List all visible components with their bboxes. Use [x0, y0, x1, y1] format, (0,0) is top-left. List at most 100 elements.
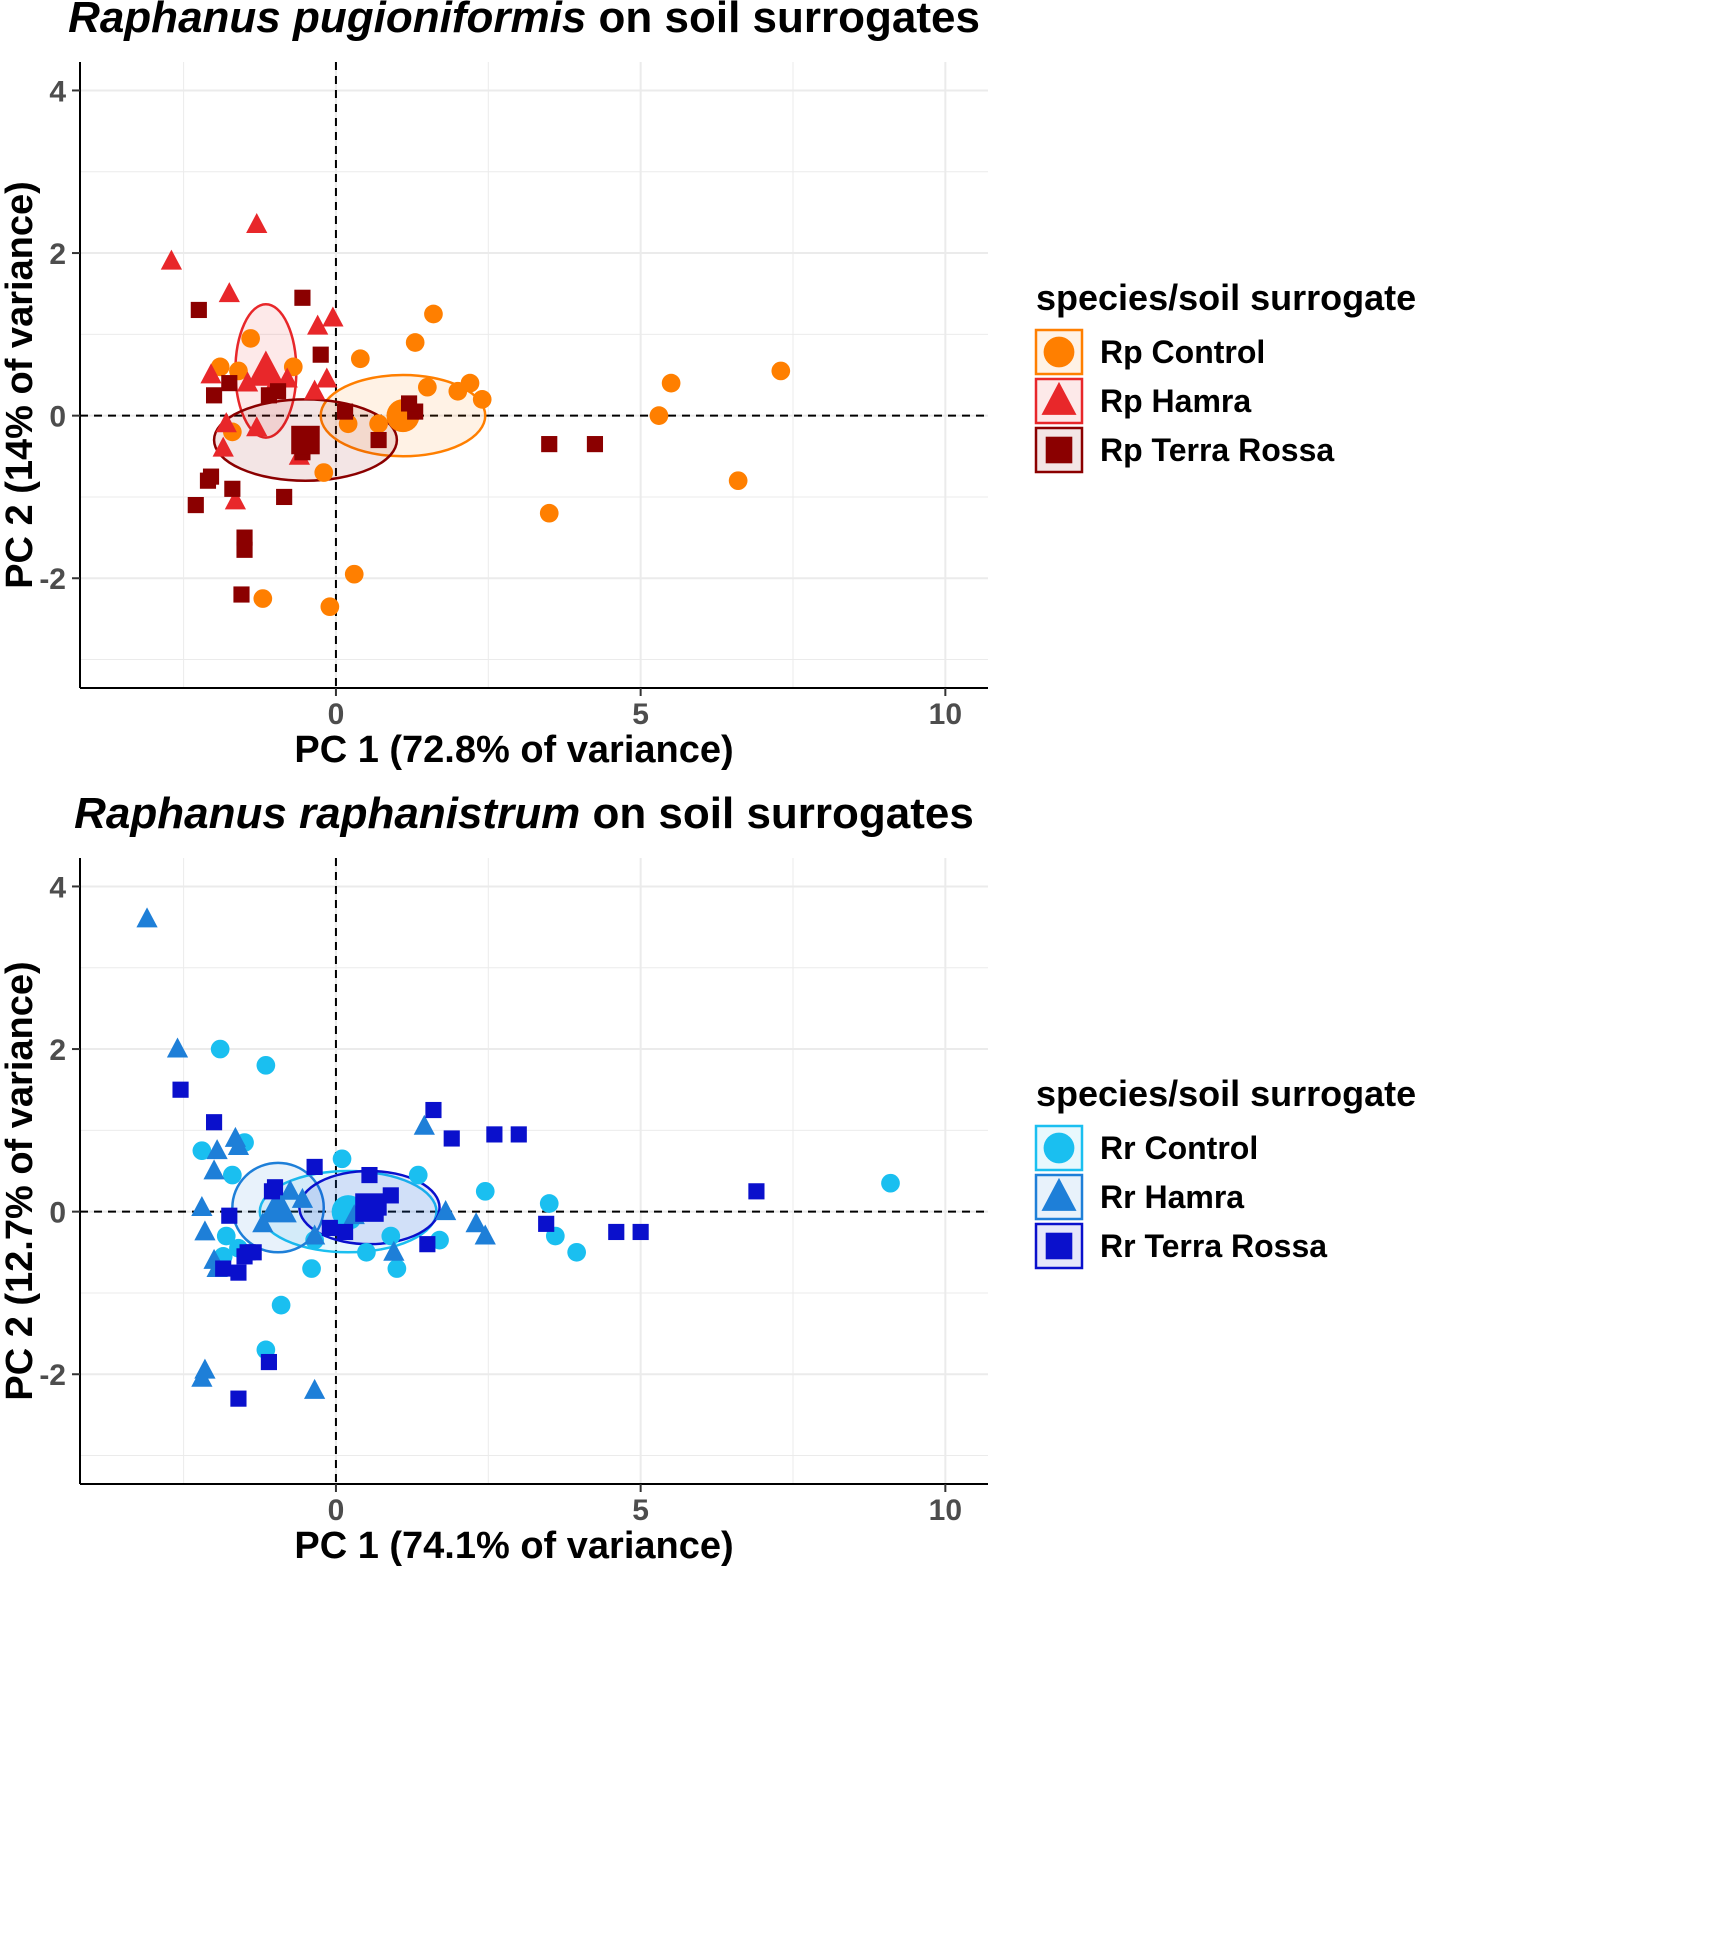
legend-item: Rr Terra Rossa: [1034, 1222, 1327, 1270]
data-point: [216, 1226, 236, 1246]
data-point: [172, 1081, 189, 1098]
data-point: [307, 314, 329, 335]
data-point: [408, 1165, 428, 1185]
legend-item: Rr Hamra: [1034, 1173, 1244, 1221]
y-tick-label: -2: [39, 1359, 66, 1392]
data-point: [241, 329, 260, 348]
data-point: [194, 1220, 216, 1241]
data-point: [210, 1039, 230, 1059]
centroid-point: [355, 1193, 384, 1222]
data-point: [387, 1259, 407, 1278]
legend-item: Rp Hamra: [1034, 377, 1251, 425]
data-point: [303, 1378, 326, 1399]
data-point: [218, 282, 240, 303]
data-point: [221, 375, 238, 392]
data-point: [224, 489, 247, 510]
data-point: [200, 363, 222, 384]
data-point: [236, 371, 259, 392]
data-point: [316, 367, 338, 388]
data-point: [413, 1114, 435, 1135]
data-point: [227, 1135, 250, 1156]
data-point: [221, 1207, 238, 1224]
x-tick-label: 0: [328, 698, 345, 731]
chart-title-italic: Raphanus pugioniformis: [68, 0, 586, 42]
data-point: [748, 1183, 765, 1200]
data-point: [383, 1240, 405, 1261]
data-point: [256, 1055, 276, 1075]
data-point: [233, 586, 250, 603]
legend-item: Rp Terra Rossa: [1034, 426, 1334, 474]
data-point: [357, 1242, 376, 1262]
data-point: [205, 1114, 223, 1131]
data-point: [312, 346, 329, 363]
data-point: [510, 1126, 527, 1143]
data-point: [303, 1224, 326, 1245]
data-point: [448, 381, 468, 401]
data-point: [405, 333, 425, 352]
chart-title-rest: on soil surrogates: [586, 0, 980, 42]
data-point: [253, 589, 273, 608]
x-axis-title: PC 1 (72.8% of variance): [294, 729, 733, 771]
data-point: [881, 1173, 900, 1193]
data-point: [649, 406, 669, 425]
data-point: [294, 289, 311, 306]
data-point: [263, 1183, 281, 1200]
data-point: [222, 1165, 242, 1185]
data-point: [190, 301, 207, 319]
data-point: [320, 597, 340, 617]
y-tick-label: 4: [49, 75, 66, 108]
data-point: [303, 379, 326, 400]
data-point: [230, 1390, 247, 1407]
series-rr-control: [192, 1039, 900, 1360]
data-point: [192, 1141, 212, 1161]
data-point: [424, 304, 443, 324]
data-point: [166, 1037, 189, 1058]
y-tick-label: 0: [49, 401, 66, 434]
x-tick-label: 0: [328, 1494, 345, 1527]
data-point: [475, 1181, 495, 1201]
legend: species/soil surrogate Rp Control Rp Hamra…: [1034, 277, 1416, 474]
data-point: [443, 1130, 460, 1147]
data-point: [291, 1187, 314, 1208]
data-point: [472, 390, 492, 409]
y-tick-label: 4: [49, 871, 66, 904]
legend-label: Rp Terra Rossa: [1100, 432, 1334, 468]
chart-title-italic: Raphanus raphanistrum: [74, 789, 580, 838]
legend-label: Rp Control: [1100, 334, 1265, 370]
x-tick-label: 5: [632, 698, 649, 731]
legend-symbol: [1041, 381, 1077, 415]
y-tick-label: 2: [49, 1034, 66, 1067]
data-point: [236, 529, 253, 546]
chart-title-rest: on soil surrogates: [580, 789, 974, 838]
legend: species/soil surrogate Rr Control Rr Hamra…: [1034, 1073, 1416, 1270]
data-point: [771, 361, 791, 381]
data-point: [210, 357, 230, 377]
y-axis-title: PC 2 (14% of variance): [0, 181, 41, 589]
legend-item: Rp Control: [1034, 328, 1265, 376]
data-point: [541, 436, 558, 453]
data-point: [586, 436, 604, 453]
data-point: [314, 463, 334, 482]
data-point: [337, 403, 354, 420]
data-point: [538, 1215, 555, 1232]
data-point: [230, 1264, 247, 1281]
data-point: [246, 416, 268, 437]
centroid-point: [259, 1187, 297, 1223]
series-rr-hamra: [136, 907, 496, 1399]
series-rp-terra-rossa: [187, 289, 604, 603]
centroid-point: [291, 425, 320, 455]
legend-label: Rr Hamra: [1100, 1179, 1244, 1215]
x-tick-label: 10: [929, 1494, 962, 1527]
data-point: [246, 213, 268, 234]
data-point: [191, 1366, 213, 1387]
data-point: [661, 373, 681, 393]
data-point: [486, 1126, 503, 1143]
data-point: [187, 497, 204, 514]
data-point: [191, 1195, 213, 1216]
data-point: [332, 1149, 352, 1169]
data-point: [350, 349, 370, 369]
data-point: [206, 1139, 228, 1160]
data-point: [260, 1353, 277, 1371]
